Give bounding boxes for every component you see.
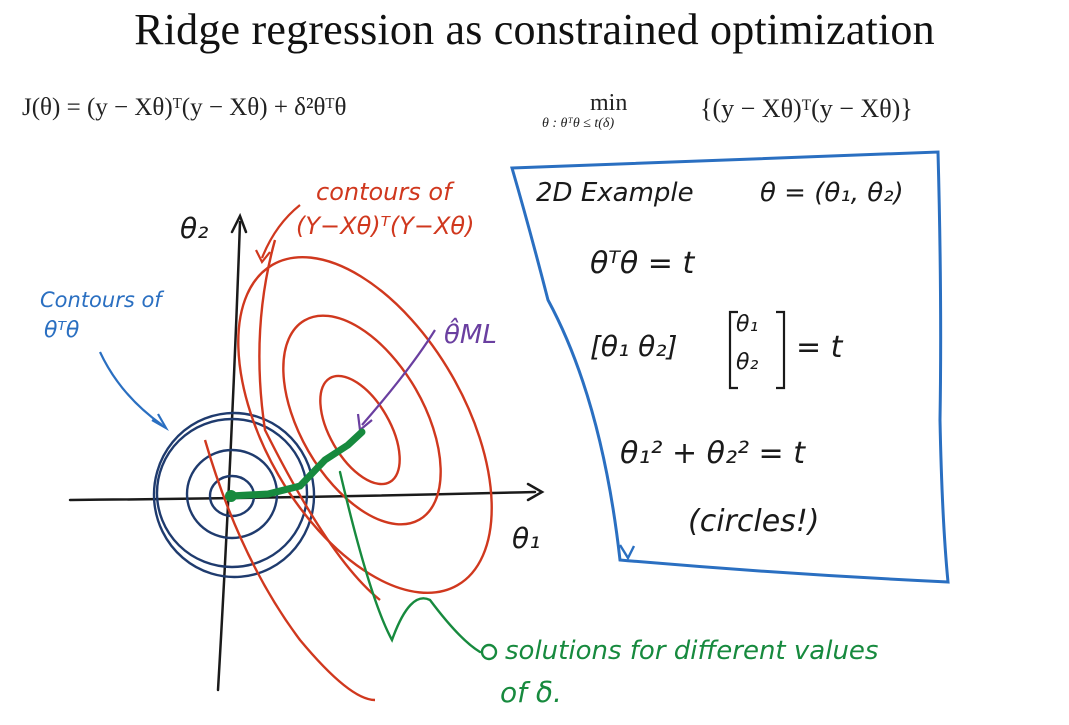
ellipse-contour-4 (203, 239, 381, 702)
axis-label-theta1: θ₁ (512, 522, 541, 555)
example-box-border (510, 150, 950, 584)
example-row-vector: [θ₁ θ₂] (590, 330, 678, 363)
red-contours-label-2: (Y−Xθ)ᵀ(Y−Xθ) (296, 212, 475, 240)
origin-solution-dot (225, 490, 237, 502)
axis-y-line (216, 220, 242, 692)
blue-contours-label-1: Contours of (40, 288, 162, 312)
solution-pointer (338, 470, 482, 654)
example-line-2-rhs: = t (796, 330, 843, 365)
constraint-subscript: θ : θᵀθ ≤ t(δ) (542, 116, 615, 131)
example-box-tick (618, 544, 636, 561)
example-col-bottom: θ₂ (736, 350, 759, 375)
slide-title: Ridge regression as constrained optimiza… (134, 5, 935, 54)
blue-label-arrow (99, 351, 169, 431)
example-heading: 2D Example (536, 178, 694, 208)
axis-label-theta2: θ₂ (180, 212, 209, 245)
min-operator: min (590, 90, 628, 116)
circle-contour-3 (155, 417, 309, 569)
blue-contours-label-2: θᵀθ (44, 318, 80, 343)
axis-y-arrow (230, 212, 248, 234)
example-line-4: (circles!) (688, 504, 820, 539)
ellipse-contours (203, 239, 493, 702)
circle-contour-4 (152, 411, 316, 579)
solution-path-thick (226, 428, 366, 500)
green-bullet (480, 643, 498, 661)
purple-ml-arrow (356, 329, 436, 433)
example-vector-def: θ = (θ₁, θ₂) (760, 178, 904, 208)
solution-path (225, 428, 498, 661)
example-col-top: θ₁ (736, 312, 759, 337)
red-contours-label-1: contours of (316, 178, 452, 206)
ridge-objective-equation: J(θ) = (y − Xθ)ᵀ(y − Xθ) + δ²θᵀθ (22, 94, 347, 121)
example-line-1: θᵀθ = t (590, 246, 695, 281)
solutions-label-1: solutions for different values (505, 636, 879, 666)
solutions-label-2: of δ. (500, 676, 562, 709)
red-label-arrow (255, 204, 301, 265)
ellipse-contour-3 (237, 255, 493, 595)
example-line-3: θ₁² + θ₂² = t (620, 436, 805, 471)
constrained-objective: {(y − Xθ)ᵀ(y − Xθ)} (700, 94, 913, 123)
ellipse-contour-2 (282, 314, 442, 526)
ellipse-contour-1 (319, 374, 401, 486)
axis-x-arrow (526, 482, 545, 502)
theta-ml-label: θ̂ML (444, 320, 497, 350)
